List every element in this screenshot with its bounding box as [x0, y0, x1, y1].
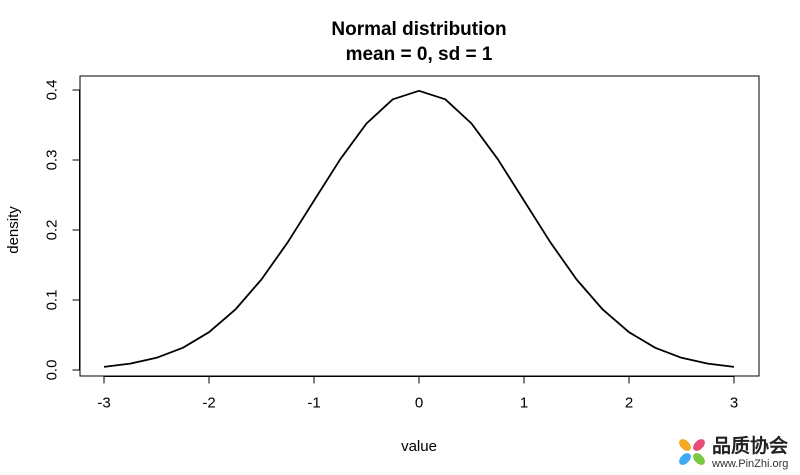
y-tick-label: 0.1 — [44, 290, 61, 311]
chart-subtitle: mean = 0, sd = 1 — [346, 44, 493, 65]
y-axis: 0.0 0.1 0.2 0.3 0.4 — [44, 80, 80, 381]
chart-title: Normal distribution — [331, 19, 506, 40]
y-axis-label: density — [5, 206, 22, 254]
x-tick-label: -1 — [307, 395, 320, 412]
y-tick-label: 0.0 — [44, 360, 61, 381]
density-curve — [103, 89, 735, 368]
y-tick-label: 0.4 — [44, 80, 61, 101]
watermark-cn-text: 品质协会 — [712, 434, 788, 457]
x-tick-label: 0 — [415, 395, 423, 412]
watermark: 品质协会 www.PinZhi.org — [679, 434, 788, 470]
x-tick-label: -3 — [97, 395, 110, 412]
y-tick-label: 0.2 — [44, 220, 61, 241]
x-tick-label: 3 — [730, 395, 738, 412]
y-tick-label: 0.3 — [44, 150, 61, 171]
x-axis-label: value — [401, 438, 437, 455]
pinwheel-logo-icon — [679, 439, 705, 465]
x-tick-label: 2 — [625, 395, 633, 412]
plot-frame — [79, 75, 760, 377]
x-tick-label: -2 — [202, 395, 215, 412]
x-axis: -3 -2 -1 0 1 2 3 — [97, 376, 738, 412]
watermark-url-text: www.PinZhi.org — [711, 458, 788, 470]
x-tick-label: 1 — [520, 395, 528, 412]
